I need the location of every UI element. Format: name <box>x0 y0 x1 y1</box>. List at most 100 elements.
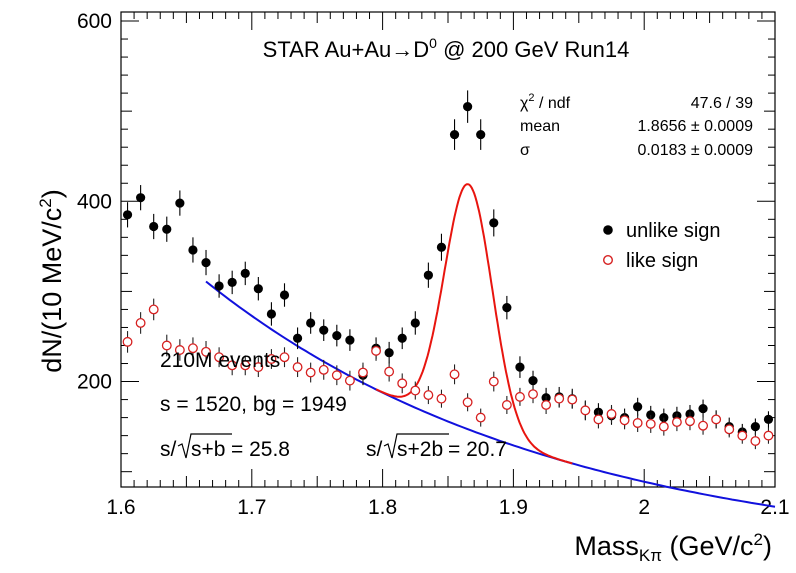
like-sign-point <box>174 345 185 355</box>
sigma-value: 0.0183 ± 0.0009 <box>637 142 753 159</box>
events-label: 210M events <box>160 349 280 372</box>
x-tick-label: 1.7 <box>237 496 266 519</box>
unlike-sign-point <box>201 257 211 268</box>
like-sign-point <box>554 393 565 404</box>
significance-sb: s/ s+b = 25.8 <box>160 433 290 461</box>
unlike-sign-point <box>279 290 290 300</box>
sqrt-sign-1 <box>177 433 232 459</box>
like-sign-point <box>305 367 316 378</box>
like-sign-point <box>187 343 198 354</box>
like-sign-point <box>266 354 277 364</box>
unlike-sign-point <box>332 330 342 341</box>
like-sign-point <box>698 420 709 431</box>
unlike-sign-point <box>502 303 512 313</box>
like-sign-point <box>122 336 133 347</box>
like-sign-point <box>462 397 473 408</box>
sqrt-sign-2 <box>383 433 449 459</box>
unlike-sign-point <box>528 376 538 386</box>
like-sign-point <box>449 369 460 380</box>
like-sign-point <box>750 436 761 446</box>
x-tick-labels: 1.6 1.7 1.8 1.9 2 2.1 <box>106 496 789 519</box>
y-tick-label: 600 <box>77 10 112 33</box>
unlike-sign-point <box>227 277 237 287</box>
like-sign-point <box>397 378 408 389</box>
unlike-sign-point <box>162 224 172 234</box>
unlike-sign-point <box>188 245 198 255</box>
unlike-sign-point <box>306 318 316 328</box>
x-tick-label: 1.6 <box>106 496 135 519</box>
background-fit-line <box>205 280 776 508</box>
unlike-sign-point <box>476 129 486 140</box>
like-sign-point <box>161 340 172 351</box>
like-sign-point <box>671 417 682 428</box>
like-sign-point <box>724 424 735 435</box>
like-sign-point <box>135 318 146 328</box>
signal-fit <box>375 183 573 465</box>
unlike-sign-point <box>292 333 303 343</box>
x-tick-label: 1.9 <box>499 496 528 519</box>
unlike-sign-point <box>253 284 263 294</box>
like-sign-point <box>619 415 630 426</box>
like-sign-point <box>475 412 486 423</box>
x-tick-label: 1.8 <box>368 496 397 519</box>
chart-title: STAR Au+Au→D0 @ 200 GeV Run14 <box>263 35 630 62</box>
unlike-sign-point <box>698 403 708 414</box>
like-sign-point <box>606 409 617 419</box>
like-sign-point <box>514 391 525 402</box>
unlike-sign-point <box>410 318 420 328</box>
like-sign-point <box>567 394 578 405</box>
like-sign-point <box>214 352 225 363</box>
unlike-sign-point <box>266 309 277 319</box>
sig-s2b-value: = 20.7 <box>448 438 507 461</box>
unlike-sign-point <box>214 281 224 291</box>
like-sign-point <box>148 304 159 315</box>
like-sign-point <box>240 360 251 371</box>
unlike-sign-point <box>175 198 185 208</box>
like-sign-point <box>344 375 355 386</box>
unlike-sign-point <box>345 335 355 345</box>
like-sign-point <box>331 370 342 381</box>
like-sign-point <box>763 430 774 441</box>
sig-sb-value: = 25.8 <box>231 438 290 461</box>
like-sign-point <box>423 390 434 401</box>
axis-ticks <box>120 12 776 487</box>
like-sign-point <box>279 352 290 363</box>
legend-label-unlike: unlike sign <box>626 220 721 242</box>
unlike-sign-point <box>136 193 146 203</box>
legend-marker-unlike <box>603 225 613 235</box>
like-sign-point <box>593 414 604 425</box>
signal-fit-line <box>375 183 573 465</box>
like-sign-point <box>318 364 329 375</box>
like-sign-point <box>685 416 695 427</box>
like-sign-point <box>410 385 421 396</box>
y-tick-label: 200 <box>77 371 112 394</box>
unlike-sign-point <box>436 242 447 252</box>
like-sign-point <box>384 366 395 377</box>
like-sign-point <box>358 367 368 378</box>
fit-stats: χ2 / ndf 47.6 / 39 mean 1.8656 ± 0.0009 … <box>520 92 753 159</box>
significance-s2b: s/ s+2b = 20.7 <box>366 433 507 461</box>
counts-label: s = 1520, bg = 1949 <box>160 393 347 416</box>
sig-sb-root: s+b <box>191 438 225 461</box>
unlike-sign-point <box>515 362 525 372</box>
annotations: 210M events s = 1520, bg = 1949 s/ s+b =… <box>160 349 507 461</box>
unlike-sign-point <box>149 221 159 232</box>
unlike-sign-point <box>489 218 499 228</box>
like-sign-point <box>501 400 512 410</box>
unlike-sign-point <box>423 270 433 280</box>
x-tick-label: 2 <box>638 496 650 519</box>
chi2-label: χ2 / ndf <box>520 92 571 112</box>
sig-s2b-root: s+2b <box>397 438 443 461</box>
legend-label-like: like sign <box>626 250 698 272</box>
like-sign-point <box>371 345 382 356</box>
unlike-sign-point <box>319 325 329 335</box>
y-axis-label: dN/(10 MeV/c2) <box>36 189 67 373</box>
like-sign-point <box>528 389 538 400</box>
x-axis-label: MassKπ (GeV/c2) <box>574 530 772 565</box>
legend-marker-like <box>603 254 614 265</box>
like-sign-point <box>436 393 447 404</box>
like-sign-point <box>632 418 643 428</box>
unlike-sign-point <box>463 102 473 112</box>
unlike-sign-point <box>397 333 407 343</box>
